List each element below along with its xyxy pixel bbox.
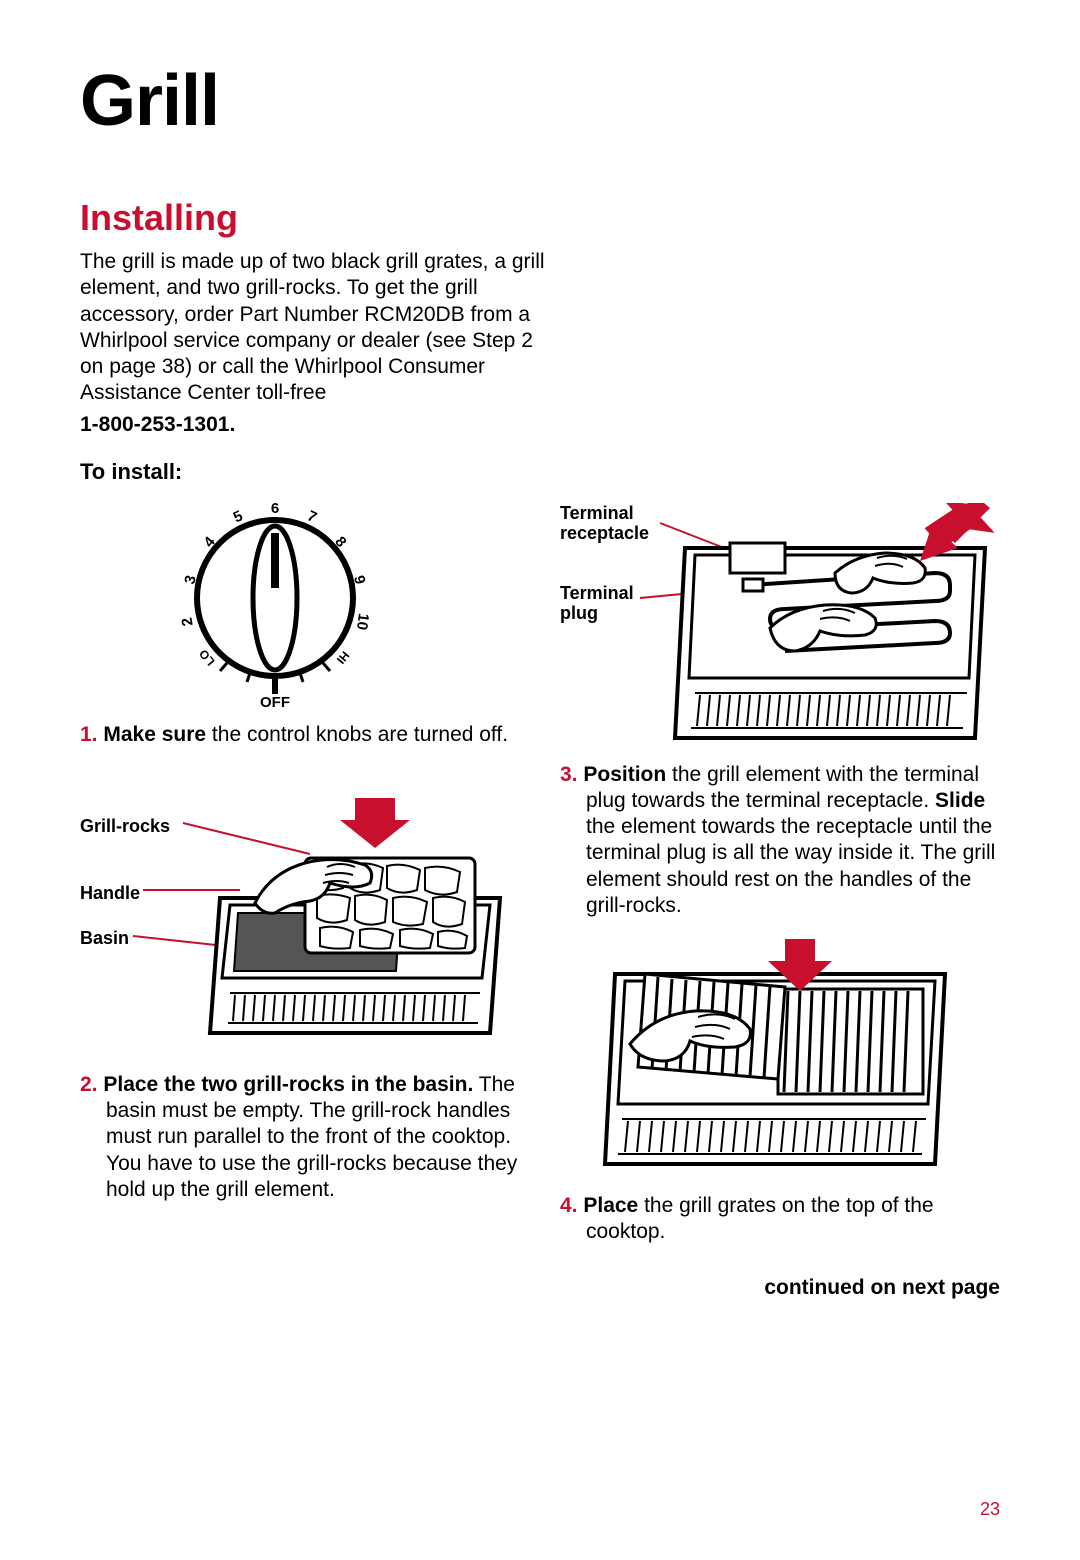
step-2: 2. Place the two grill-rocks in the basi… <box>80 1072 520 1203</box>
step-4: 4. Place the grill grates on the top of … <box>560 1193 1000 1246</box>
svg-text:7: 7 <box>305 507 320 526</box>
step-1-num: 1. <box>80 723 98 746</box>
step-4-num: 4. <box>560 1194 578 1217</box>
grill-rocks-figure: Grill-rocks Handle Basin <box>80 798 520 1058</box>
svg-text:OFF: OFF <box>260 694 290 708</box>
step-3-bold1: Position <box>583 763 666 786</box>
page-number: 23 <box>980 1499 1000 1520</box>
step-3-rest: the element towards the receptacle until… <box>586 815 995 917</box>
intro-paragraph: The grill is made up of two black grill … <box>80 249 550 407</box>
knob-figure: 6 5 4 3 2 7 8 9 10 LO HI OFF <box>80 503 520 708</box>
right-column: Terminal receptacle Terminal plug <box>560 503 1000 1300</box>
arrow-down-icon <box>340 798 410 848</box>
step-3-num: 3. <box>560 763 578 786</box>
step-2-num: 2. <box>80 1073 98 1096</box>
svg-text:2: 2 <box>178 616 196 627</box>
step-3: 3. Position the grill element with the t… <box>560 762 1000 920</box>
svg-text:5: 5 <box>231 507 246 526</box>
to-install-heading: To install: <box>80 459 1000 485</box>
continued-note: continued on next page <box>560 1276 1000 1300</box>
svg-text:HI: HI <box>334 648 352 666</box>
svg-text:9: 9 <box>350 573 369 585</box>
grates-figure <box>560 949 1000 1179</box>
step-2-bold: Place the two grill-rocks in the basin. <box>103 1073 473 1096</box>
step-1-rest: the control knobs are turned off. <box>206 723 508 746</box>
step-4-rest: the grill grates on the top of the cookt… <box>586 1194 934 1243</box>
svg-text:10: 10 <box>353 612 372 631</box>
terminal-figure: Terminal receptacle Terminal plug <box>560 503 1000 748</box>
knob-num: 6 <box>271 503 279 517</box>
step-4-bold: Place <box>583 1194 638 1217</box>
phone-number: 1-800-253-1301. <box>80 413 1000 437</box>
section-heading: Installing <box>80 197 1000 239</box>
step-1: 1. Make sure the control knobs are turne… <box>80 722 520 748</box>
step-1-bold: Make sure <box>103 723 206 746</box>
step-3-bold2: Slide <box>935 789 985 812</box>
arrow-down-icon <box>760 939 840 994</box>
page-title: Grill <box>80 60 1000 142</box>
svg-text:3: 3 <box>181 573 200 585</box>
left-column: 6 5 4 3 2 7 8 9 10 LO HI OFF <box>80 503 520 1204</box>
